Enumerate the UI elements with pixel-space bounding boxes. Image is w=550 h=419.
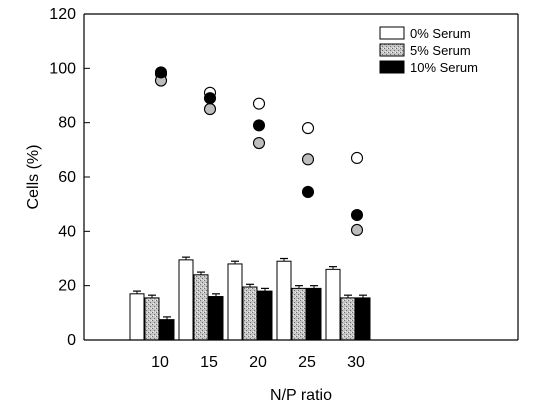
bar-5-serum-15 (193, 274, 209, 341)
x-tick-label: 10 (151, 354, 169, 371)
y-tick-label: 40 (58, 223, 76, 240)
legend-swatch-10-serum (379, 60, 405, 74)
bar-5-serum-25 (291, 287, 307, 341)
y-tick-label: 0 (67, 332, 76, 349)
x-tick-label: 15 (200, 354, 218, 371)
bar-0-serum-30 (325, 268, 341, 341)
bar-5-serum-20 (242, 286, 258, 341)
bar-10-serum-30 (355, 297, 371, 341)
bar-0-serum-20 (227, 263, 243, 341)
legend: 0% Serum 5% Serum 10% Serum (379, 26, 478, 75)
marker-5-serum-25 (301, 153, 315, 166)
marker-10-serum-20 (252, 119, 266, 132)
marker-10-serum-15 (203, 92, 217, 105)
marker-5-serum-30 (350, 223, 364, 237)
y-tick-label: 80 (58, 115, 76, 132)
y-tick-label: 20 (58, 278, 76, 295)
bar-0-serum-15 (178, 259, 194, 341)
x-tick-label: 30 (347, 354, 365, 371)
y-tick-label: 120 (49, 6, 76, 23)
bar-5-serum-10 (144, 297, 160, 341)
marker-0-serum-30 (350, 151, 364, 165)
x-tick-label: 20 (249, 354, 267, 371)
marker-5-serum-15 (203, 103, 217, 116)
bar-10-serum-15 (208, 296, 224, 341)
marker-10-serum-10 (154, 66, 168, 79)
marker-0-serum-25 (301, 122, 315, 135)
bar-0-serum-25 (276, 260, 292, 341)
marker-0-serum-20 (252, 97, 266, 110)
y-tick-label: 60 (58, 169, 76, 186)
plot-area (129, 66, 371, 341)
bar-5-serum-30 (340, 297, 356, 341)
marker-10-serum-25 (301, 185, 315, 198)
legend-swatch-0-serum (379, 26, 405, 40)
marker-10-serum-30 (350, 208, 364, 222)
bar-0-serum-10 (129, 293, 145, 341)
bar-10-serum-25 (306, 287, 322, 341)
axes: 0 20 40 60 80 100 120 10 15 20 25 30 N/P ratio Cells … (25, 6, 519, 404)
y-tick-label: 100 (49, 60, 76, 77)
bar-10-serum-10 (159, 319, 175, 341)
legend-swatch-5-serum (379, 43, 405, 57)
y-axis-title: Cells (%) (25, 145, 42, 210)
x-tick-label: 25 (298, 354, 316, 371)
bar-10-serum-20 (257, 290, 273, 341)
legend-label: 5% Serum (410, 43, 471, 58)
marker-5-serum-20 (252, 136, 266, 150)
legend-label: 10% Serum (410, 60, 478, 75)
legend-label: 0% Serum (410, 26, 471, 41)
x-axis-title: N/P ratio (270, 387, 332, 404)
